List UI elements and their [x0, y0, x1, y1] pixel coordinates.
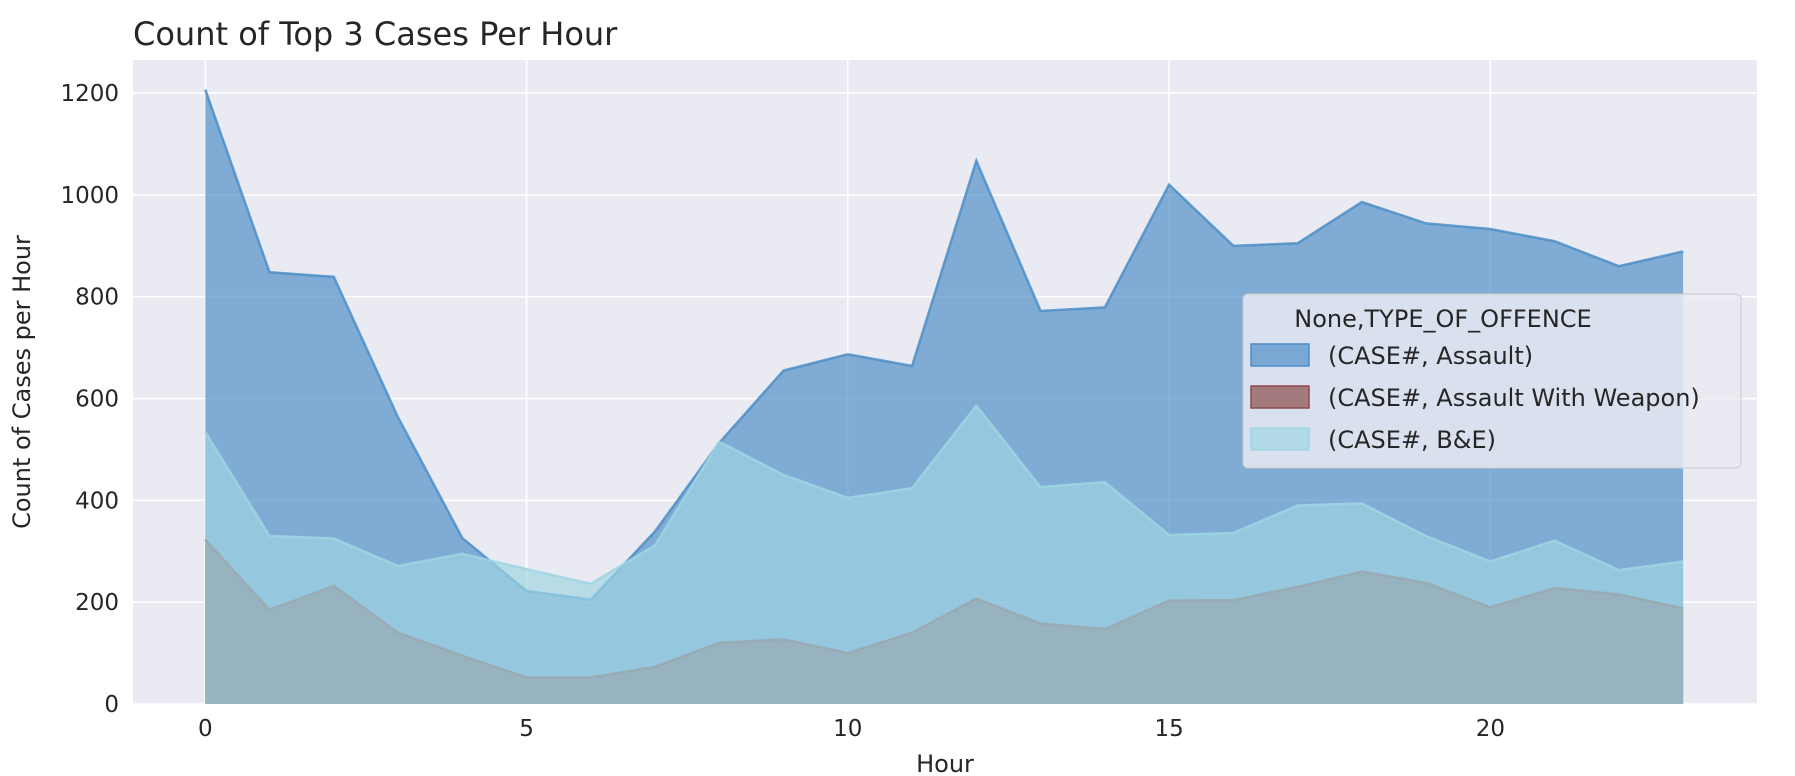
legend-label: (CASE#, B&E)	[1328, 426, 1496, 454]
y-tick-label: 800	[75, 285, 119, 311]
tick-labels: 0 200 400 600 800 1000 1200 0 5 10 15 20	[60, 81, 1505, 742]
legend: None,TYPE_OF_OFFENCE (CASE#, Assault)(CA…	[1242, 293, 1742, 469]
x-tick-label: 0	[198, 716, 213, 742]
y-axis-label: Count of Cases per Hour	[8, 235, 36, 529]
y-tick-label: 400	[75, 488, 119, 514]
y-tick-label: 1200	[60, 81, 119, 107]
y-tick-label: 600	[75, 387, 119, 413]
y-tick-label: 1000	[60, 183, 119, 209]
area-line-2	[204, 403, 1684, 586]
area-line-0	[204, 89, 1684, 601]
chart-title: Count of Top 3 Cases Per Hour	[133, 15, 618, 53]
legend-swatch	[1250, 385, 1310, 409]
legend-label: (CASE#, Assault)	[1328, 342, 1533, 370]
y-tick-label: 0	[104, 692, 119, 718]
legend-label: (CASE#, Assault With Weapon)	[1328, 384, 1700, 412]
x-axis-label: Hour	[916, 750, 974, 776]
x-tick-label: 10	[833, 716, 862, 742]
area-fill-2	[205, 405, 1684, 704]
legend-box	[1242, 293, 1742, 469]
legend-swatch	[1250, 343, 1310, 367]
x-tick-label: 15	[1154, 716, 1183, 742]
x-tick-label: 5	[519, 716, 534, 742]
area-series	[204, 89, 1684, 704]
legend-swatch	[1250, 427, 1310, 451]
legend-items: (CASE#, Assault) (CASE#, Assault With Wea…	[1250, 342, 1700, 454]
y-tick-label: 200	[75, 590, 119, 616]
legend-title: None,TYPE_OF_OFFENCE	[1294, 305, 1591, 333]
x-tick-label: 20	[1476, 716, 1505, 742]
